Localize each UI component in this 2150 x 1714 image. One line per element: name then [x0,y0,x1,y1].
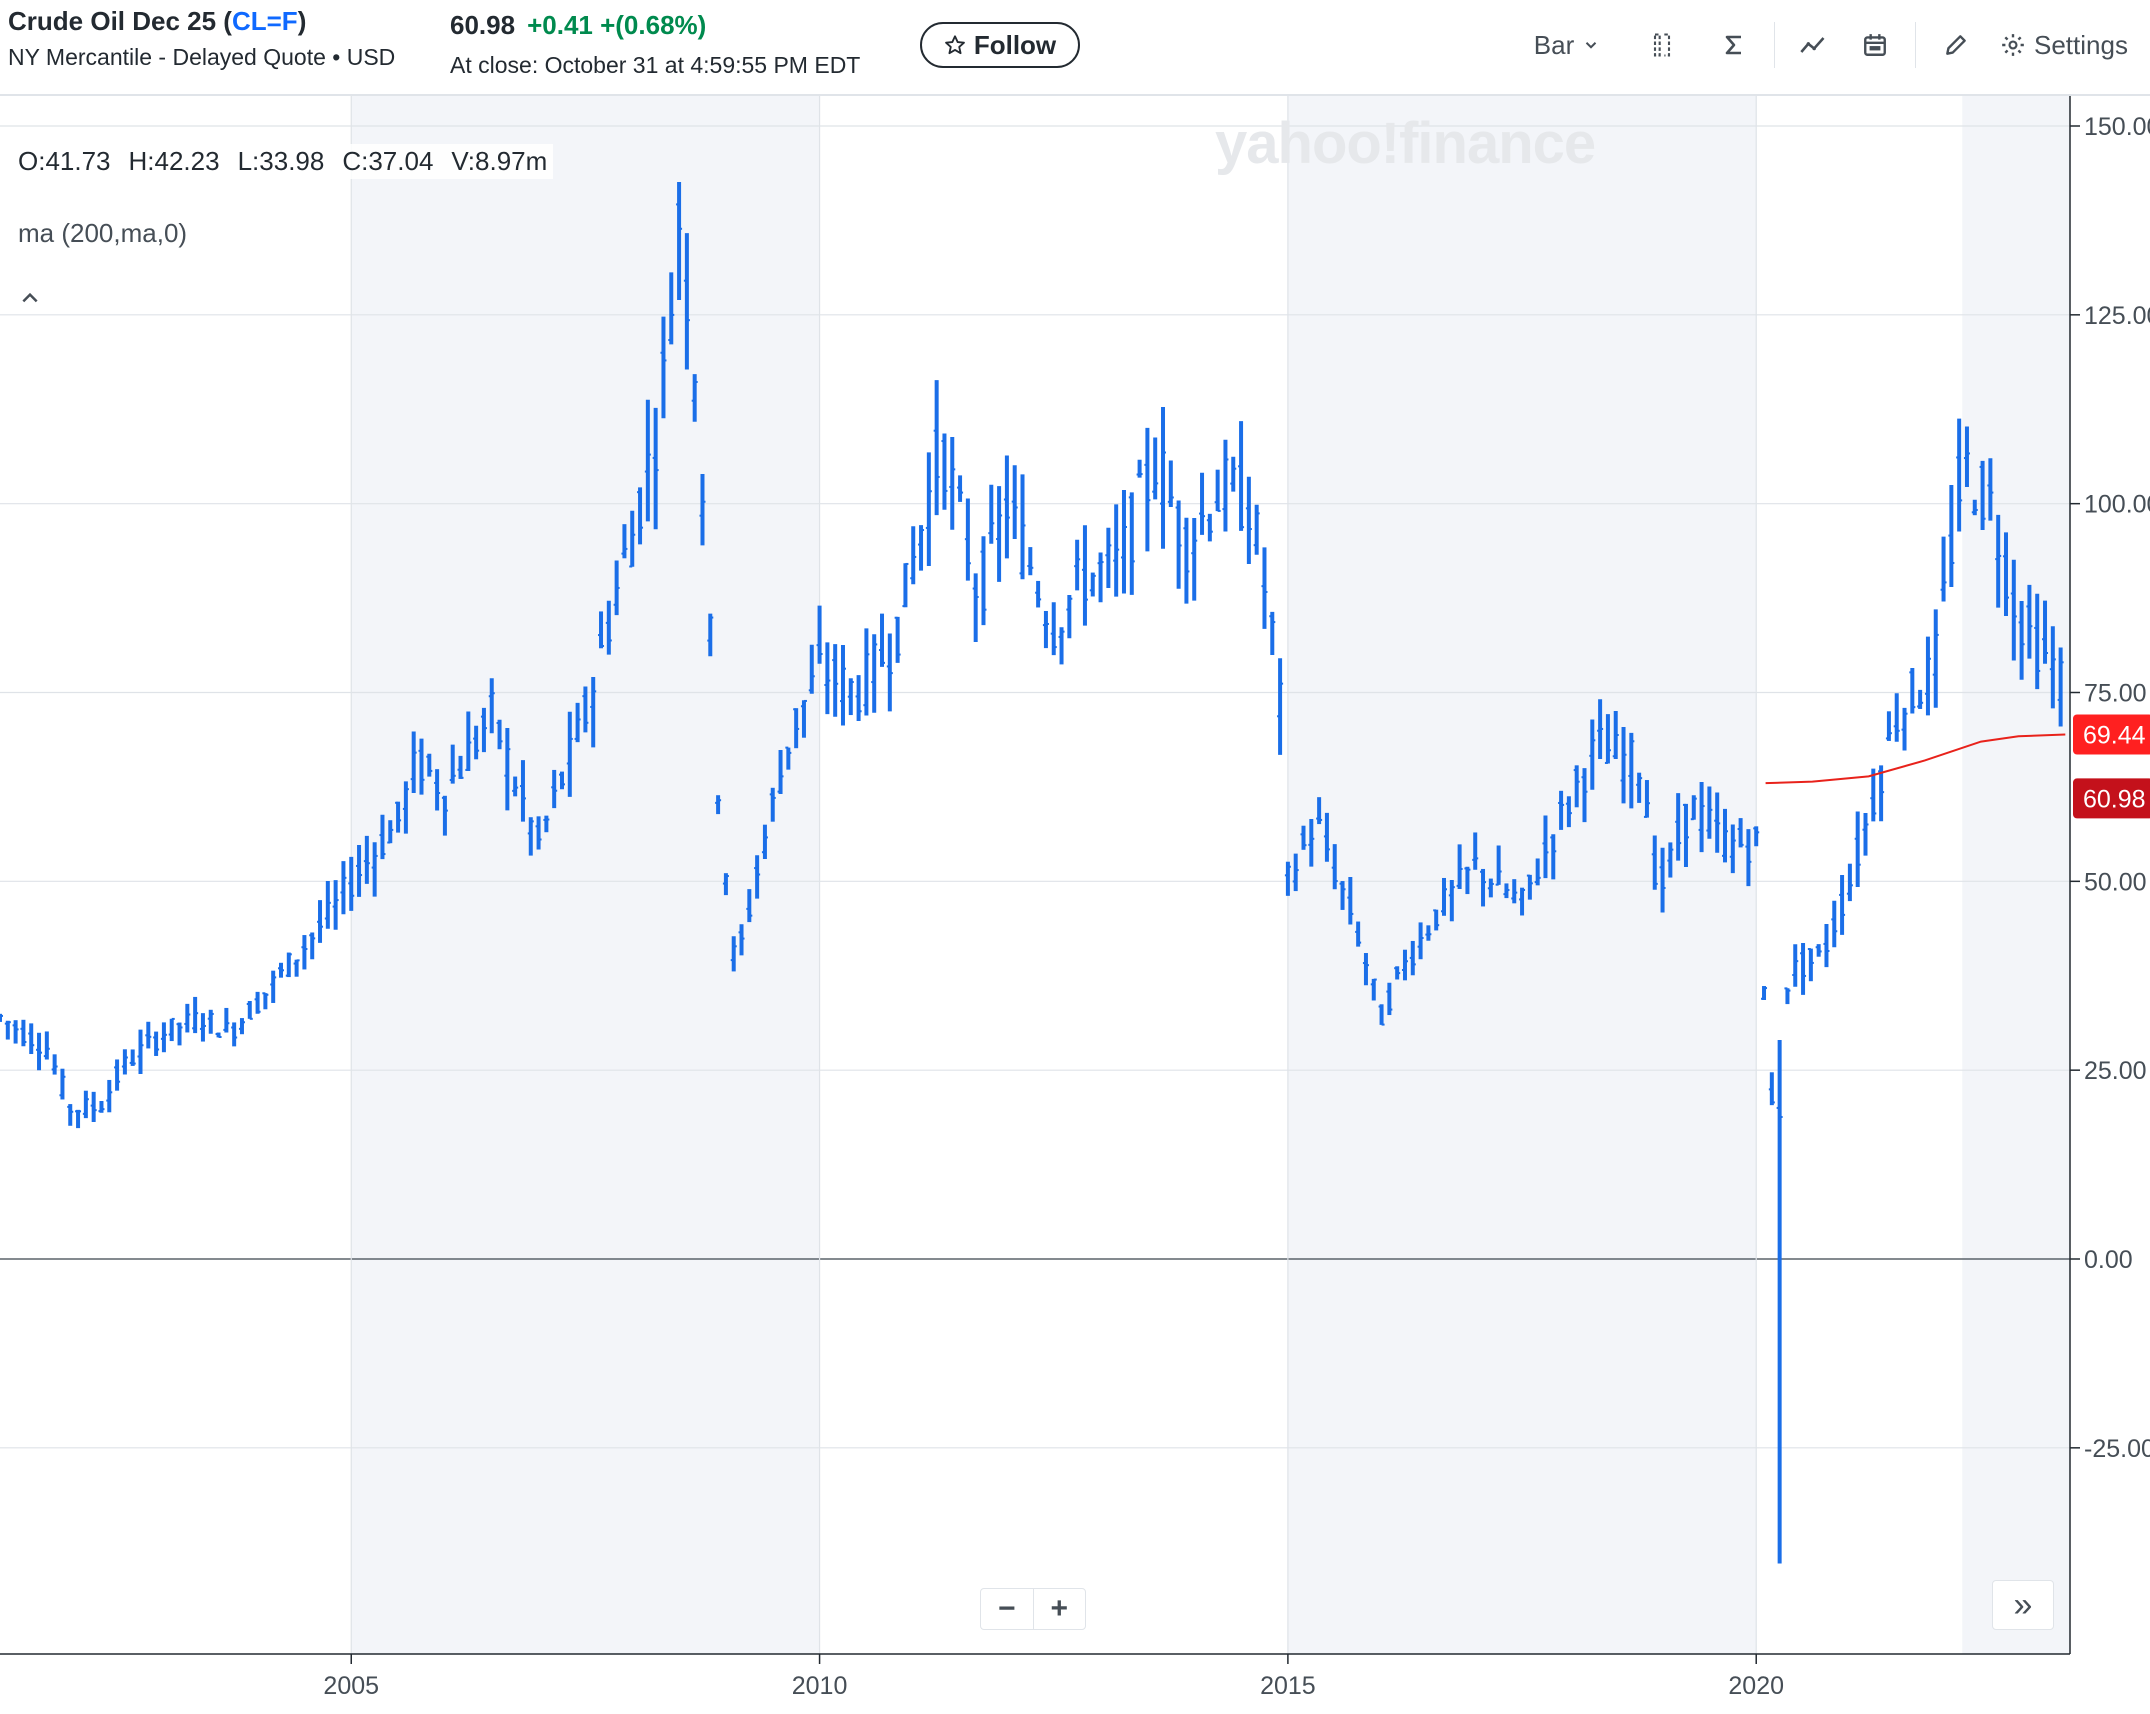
price-chart[interactable]: 150.00 125.00 100.00 75.00 50.00 25.00 0.00 -25… [0,96,2150,1714]
compare-button[interactable] [1622,16,1702,74]
date-range-button[interactable] [1843,16,1907,74]
y-tick-label: 75.00 [2084,680,2147,708]
ma-value-tag: 69.44 [2083,721,2146,749]
legend-close: C:37.04 [342,146,434,176]
follow-label: Follow [973,29,1057,60]
legend-open: O:41.73 [18,146,111,176]
x-tick-label: 2010 [792,1672,848,1700]
ticker-symbol-link[interactable]: CL=F [231,6,298,36]
follow-button[interactable]: Follow [920,22,1080,68]
y-tick-label: 25.00 [2084,1057,2147,1085]
chart-type-dropdown[interactable]: Bar [1512,16,1622,74]
draw-icon [1946,35,1966,55]
legend-low: L:33.98 [237,146,325,176]
price-change: +0.41 +(0.68%) [527,10,707,40]
scroll-to-latest-button[interactable]: » [1992,1580,2054,1630]
quote-title: Crude Oil Dec 25 (CL=F) [8,6,306,37]
draw-button[interactable] [1924,16,1988,74]
ohlc-legend: O:41.73 H:42.23 L:33.98 C:37.04 V:8.97m [12,144,554,179]
events-icon [1800,37,1825,53]
header-divider [0,94,2150,96]
year-shade-band [1287,96,1757,1654]
chart-toolbar: Bar Settings [1512,16,2150,74]
collapse-legend-button[interactable] [20,282,40,313]
settings-label: Settings [2034,29,2128,60]
chevron-up-icon [22,292,38,303]
y-tick-label: 100.00 [2084,491,2150,519]
legend-high: H:42.23 [128,146,220,176]
zoom-controls: − + [980,1588,1086,1630]
last-price-tag: 60.98 [2083,785,2146,813]
chevron-down-icon [1586,42,1597,49]
ma-indicator-label[interactable]: ma (200,ma,0) [18,218,188,248]
ma-value-tag-bg [2073,714,2150,755]
toolbar-divider [1774,22,1775,68]
year-shade-band [1962,96,2070,1654]
exchange-info: NY Mercantile - Delayed Quote • USD [8,44,396,70]
x-tick-label: 2015 [1260,1672,1316,1700]
date-range-icon [1864,34,1886,56]
gear-icon [2002,34,2024,56]
indicators-button[interactable] [1702,16,1766,74]
chart-type-label: Bar [1533,29,1575,60]
compare-icon [1653,33,1671,57]
yahoo-finance-watermark: yahoo!finance [1215,111,1596,176]
indicators-icon [1725,35,1741,55]
quote-header: Crude Oil Dec 25 (CL=F) NY Mercantile - … [0,0,2150,94]
y-tick-label: 50.00 [2084,868,2147,896]
events-button[interactable] [1783,16,1843,74]
last-price-tag-bg [2073,778,2150,819]
settings-button[interactable]: Settings [1988,16,2150,74]
quote-title-prefix: Crude Oil Dec 25 ( [8,6,232,36]
x-tick-label: 2005 [323,1672,379,1700]
price-value: 60.98 [450,10,516,40]
y-tick-label: 0.00 [2084,1246,2133,1274]
star-icon [944,35,965,55]
quote-price: 60.98 +0.41 +(0.68%) [450,10,706,41]
zoom-in-button[interactable]: + [1050,1592,1069,1625]
y-tick-label: -25.00 [2084,1435,2150,1463]
x-tick-label: 2020 [1728,1672,1784,1700]
y-tick-label: 125.00 [2084,302,2150,330]
toolbar-divider [1915,22,1916,68]
legend-volume: V:8.97m [451,146,548,176]
quote-title-suffix: ) [297,6,307,36]
year-shade-band [351,96,820,1654]
y-tick-label: 150.00 [2084,113,2150,141]
close-time: At close: October 31 at 4:59:55 PM EDT [450,52,861,78]
moving-average-line [1765,733,2066,785]
zoom-out-button[interactable]: − [981,1589,1034,1629]
